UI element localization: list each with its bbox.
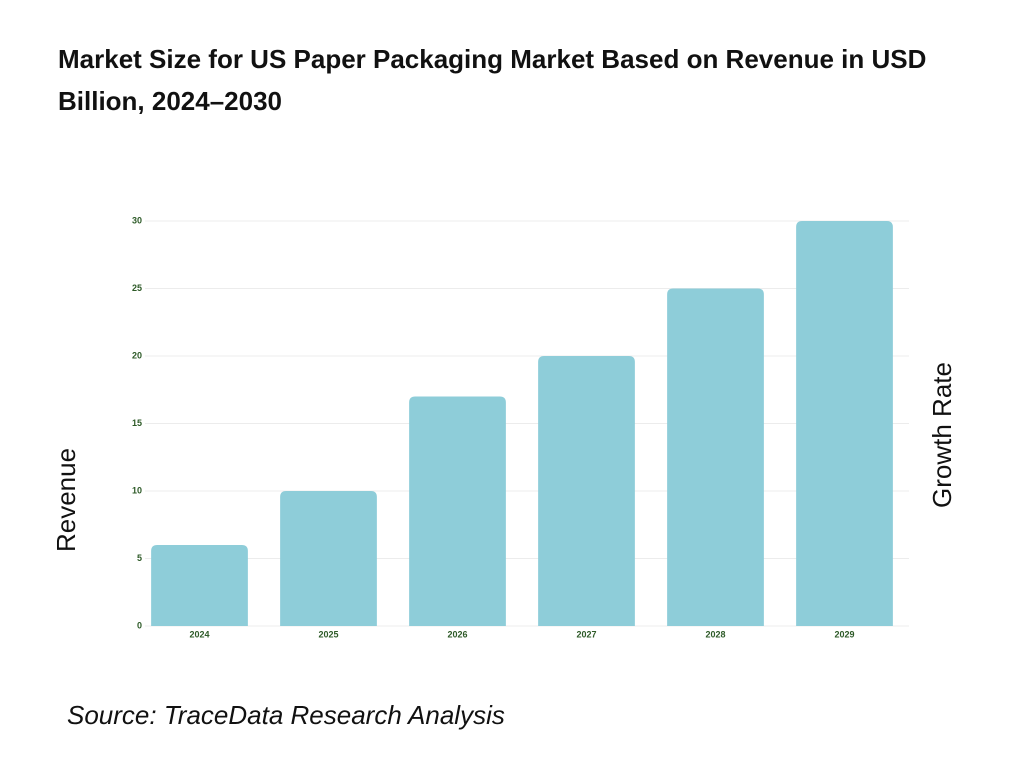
x-tick-label: 2026 xyxy=(447,629,467,639)
x-tick-label: 2028 xyxy=(705,629,725,639)
bar xyxy=(538,356,635,626)
y-tick-label: 25 xyxy=(132,283,142,293)
bar xyxy=(796,221,893,626)
x-tick-label: 2025 xyxy=(318,629,338,639)
y-tick-label: 10 xyxy=(132,485,142,495)
y-tick-label: 15 xyxy=(132,418,142,428)
bar xyxy=(409,396,506,626)
x-tick-label: 2024 xyxy=(189,629,209,639)
y-tick-label: 0 xyxy=(137,620,142,630)
chart-title: Market Size for US Paper Packaging Marke… xyxy=(58,44,927,116)
bar xyxy=(280,491,377,626)
y-tick-label: 20 xyxy=(132,350,142,360)
bar xyxy=(667,288,764,626)
source: Source: TraceData Research Analysis xyxy=(67,700,505,730)
x-tick-label: 2027 xyxy=(576,629,596,639)
y-tick-label: 5 xyxy=(137,553,142,563)
y-axis-title: Revenue xyxy=(51,448,81,552)
bar xyxy=(151,545,248,626)
y-tick-label: 30 xyxy=(132,215,142,225)
x-tick-label: 2029 xyxy=(834,629,854,639)
y2-axis-title: Growth Rate xyxy=(927,362,957,508)
